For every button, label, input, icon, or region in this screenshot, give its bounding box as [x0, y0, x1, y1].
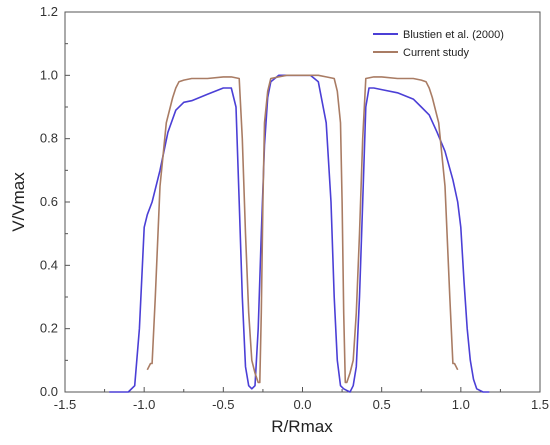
y-tick-label: 0.2	[40, 321, 58, 336]
y-tick-label: 1.0	[40, 67, 58, 82]
y-axis-label: V/Vmax	[9, 172, 28, 232]
y-tick-label: 0.4	[40, 257, 58, 272]
y-tick-label: 0.6	[40, 194, 58, 209]
x-tick-label: 0.5	[373, 397, 391, 412]
x-tick-label: 0.0	[293, 397, 311, 412]
x-tick-label: -1.5	[54, 397, 76, 412]
x-tick-label: 1.0	[452, 397, 470, 412]
y-tick-label: 0.0	[40, 384, 58, 399]
legend: Blustien et al. (2000) Current study	[373, 29, 504, 59]
axis-ticks: -1.5 -1.0 -0.5 0.0 0.5 1.0 1.5 0.0 0.2 0.4 0.6 0.8 1…	[40, 4, 549, 412]
x-tick-label: 1.5	[531, 397, 549, 412]
x-axis-label: R/Rmax	[271, 417, 333, 436]
plot-frame	[64, 11, 541, 393]
x-tick-label: -1.0	[133, 397, 155, 412]
legend-label-current-study: Current study	[403, 47, 470, 59]
legend-label-blustien: Blustien et al. (2000)	[403, 29, 504, 41]
y-tick-label: 0.8	[40, 131, 58, 146]
y-tick-label: 1.2	[40, 4, 58, 19]
series-line-current-study	[146, 74, 459, 384]
x-tick-label: -0.5	[212, 397, 234, 412]
series-lines	[109, 74, 490, 393]
